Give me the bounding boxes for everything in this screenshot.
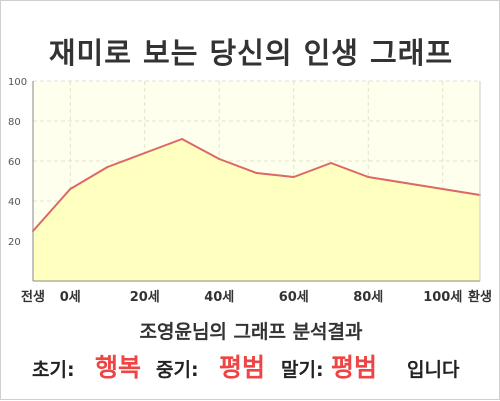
series-line-segment	[181, 138, 221, 160]
early-value: 행복	[95, 353, 142, 382]
x-tick-label: 40세	[204, 290, 234, 305]
x-tick-label: 80세	[353, 290, 383, 305]
y-tick-label: 40	[8, 197, 21, 208]
series-line-segment	[404, 182, 444, 190]
area-fill	[33, 139, 480, 281]
series-line-segment	[69, 166, 109, 190]
series-line-segment	[292, 162, 332, 178]
series-line-segment	[32, 188, 72, 232]
x-tick-label: 환생	[468, 289, 492, 305]
mid-value: 평범	[219, 353, 266, 382]
series-line-segment	[106, 152, 146, 168]
page-title: 재미로 보는 당신의 인생 그래프	[48, 36, 454, 70]
series-line-segment	[441, 188, 481, 196]
result-suffix: 입니다	[407, 359, 460, 381]
y-tick-label: 80	[8, 117, 21, 128]
analysis-summary: 조영윤님의 그래프 분석결과	[139, 321, 363, 343]
series-line-segment	[367, 176, 407, 184]
early-label: 초기:	[32, 359, 75, 381]
series-line-segment	[218, 158, 258, 174]
analysis-result: 초기: 행복 중기: 평범 말기: 평범 입니다	[1, 345, 500, 385]
series-line-segment	[255, 172, 295, 178]
late-value: 평범	[331, 353, 378, 382]
x-tick-label: 전생	[21, 289, 45, 305]
y-tick-label: 20	[8, 237, 21, 248]
series-line-segment	[143, 138, 183, 154]
x-tick-label: 0세	[60, 290, 81, 305]
x-tick-label: 20세	[130, 290, 160, 305]
x-tick-label: 60세	[279, 290, 309, 305]
y-tick-label: 100	[8, 77, 27, 88]
mid-label: 중기:	[156, 359, 199, 381]
y-tick-label: 60	[8, 157, 21, 168]
series-line-segment	[330, 162, 370, 178]
x-tick-label: 100세	[423, 290, 462, 305]
late-label: 말기:	[281, 359, 324, 381]
